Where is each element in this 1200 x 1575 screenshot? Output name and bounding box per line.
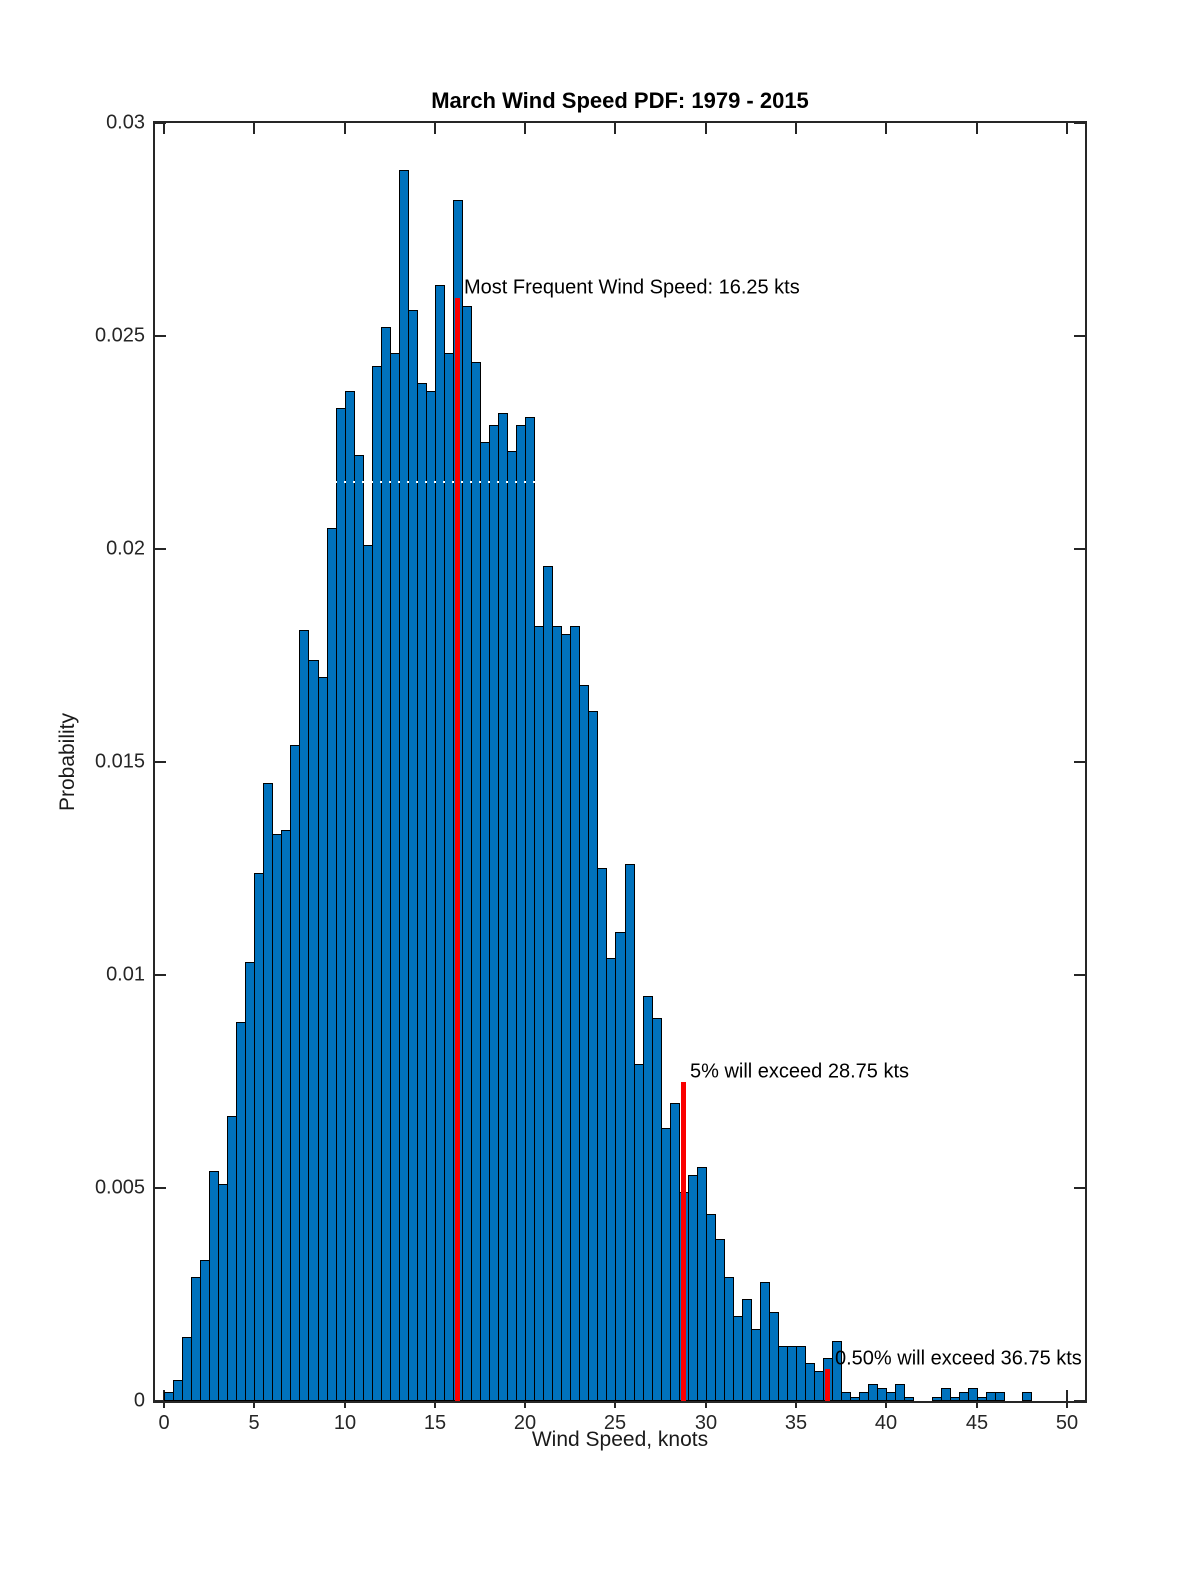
x-tick-bottom-outer [253, 1403, 255, 1408]
x-tick-top [524, 123, 526, 134]
x-tick-top [705, 123, 707, 134]
dotted-reference-line [155, 481, 1085, 483]
histogram-bar [895, 1384, 905, 1401]
histogram-bar [841, 1392, 851, 1401]
y-tick-right [1074, 761, 1085, 763]
x-tick-label: 15 [423, 1412, 447, 1434]
x-tick-top [795, 123, 797, 134]
y-tick-label: 0 [133, 1389, 145, 1412]
y-tick-left [155, 1400, 166, 1402]
annotation-marker-line [825, 1369, 830, 1401]
x-tick-label: 10 [333, 1412, 357, 1434]
annotation-marker-line [455, 298, 460, 1401]
histogram-bar [941, 1388, 951, 1401]
annotation-text: Most Frequent Wind Speed: 16.25 kts [464, 276, 800, 299]
y-tick-left [155, 1187, 166, 1189]
x-tick-bottom-outer [705, 1403, 707, 1408]
y-tick-label: 0.015 [94, 750, 145, 773]
x-tick-bottom-outer [614, 1403, 616, 1408]
annotation-marker-line [681, 1082, 686, 1401]
y-tick-left [155, 761, 166, 763]
y-tick-right [1074, 974, 1085, 976]
x-tick-label: 20 [513, 1412, 537, 1434]
y-tick-label: 0.025 [94, 324, 145, 347]
histogram-bar [904, 1397, 914, 1401]
histogram-bar [1022, 1392, 1032, 1401]
annotation-text: 0.50% will exceed 36.75 kts [835, 1347, 1082, 1370]
chart-title: March Wind Speed PDF: 1979 - 2015 [431, 88, 809, 113]
x-tick-top [614, 123, 616, 134]
x-tick-label: 35 [784, 1412, 808, 1434]
y-tick-right [1074, 548, 1085, 550]
y-tick-label: 0.03 [106, 111, 145, 134]
x-axis-label: Wind Speed, knots [531, 1428, 709, 1451]
annotation-text: 5% will exceed 28.75 kts [690, 1060, 910, 1083]
histogram-bar [968, 1388, 978, 1401]
x-tick-label: 50 [1055, 1412, 1079, 1434]
x-tick-bottom-outer [1066, 1403, 1068, 1408]
x-tick-top [344, 123, 346, 134]
y-tick-right [1074, 1400, 1085, 1402]
y-tick-label: 0.005 [94, 1176, 145, 1199]
x-tick-top [434, 123, 436, 134]
x-tick-bottom-outer [524, 1403, 526, 1408]
x-tick-top [885, 123, 887, 134]
y-tick-right [1074, 335, 1085, 337]
x-tick-top [253, 123, 255, 134]
x-tick-bottom-outer [976, 1403, 978, 1408]
x-tick-top [1066, 123, 1068, 134]
x-tick-top [163, 123, 165, 134]
x-tick-bottom-outer [434, 1403, 436, 1408]
histogram-bar [832, 1341, 842, 1401]
y-tick-left [155, 122, 166, 124]
x-tick-bottom-outer [795, 1403, 797, 1408]
x-tick-label: 45 [965, 1412, 989, 1434]
y-tick-left [155, 335, 166, 337]
y-tick-left [155, 974, 166, 976]
y-tick-left [155, 548, 166, 550]
x-tick-label: 40 [874, 1412, 898, 1434]
x-tick-label: 25 [603, 1412, 627, 1434]
x-tick-label: 5 [248, 1412, 260, 1434]
y-tick-label: 0.02 [106, 537, 145, 560]
x-tick-bottom-outer [344, 1403, 346, 1408]
x-tick-label: 30 [694, 1412, 718, 1434]
x-tick-bottom-outer [885, 1403, 887, 1408]
plot-area: 0 5 10 15 20 25 30 35 40 45 50 0 0.005 0.01 0.015 0.02 0… [95, 112, 1087, 1434]
x-tick-bottom [1066, 1390, 1068, 1401]
x-tick-label: 0 [158, 1412, 170, 1434]
x-tick-bottom-outer [163, 1403, 165, 1408]
x-tick-top [976, 123, 978, 134]
histogram-bar [995, 1392, 1005, 1401]
y-tick-label: 0.01 [106, 963, 145, 986]
y-tick-right [1074, 1187, 1085, 1189]
y-tick-right [1074, 122, 1085, 124]
